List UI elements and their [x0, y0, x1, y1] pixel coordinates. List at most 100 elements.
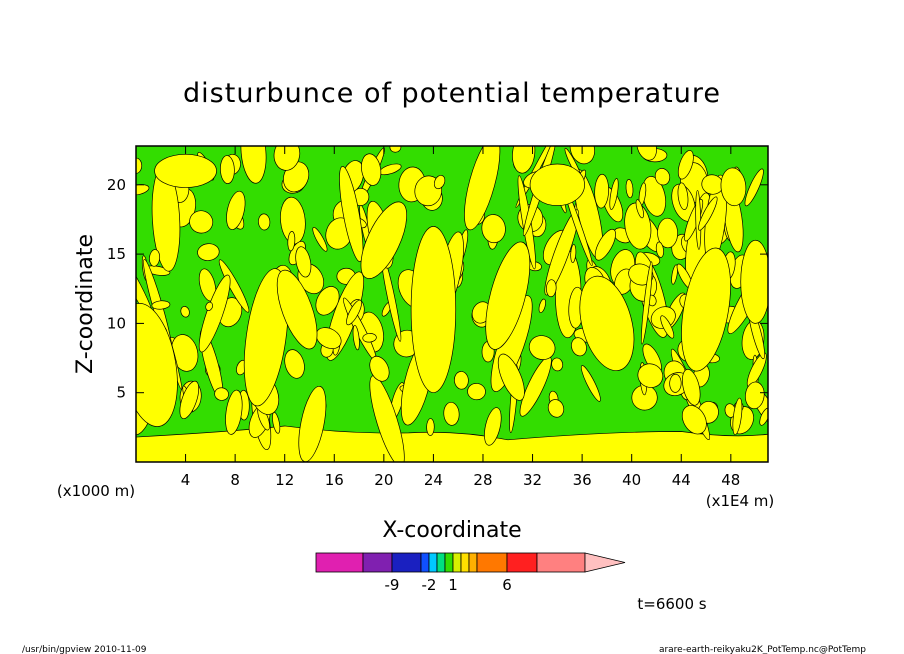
x-tick-label: 12 [275, 471, 294, 489]
anomaly-blob [544, 209, 580, 296]
anomaly-blob [258, 213, 271, 231]
anomaly-plume [529, 163, 585, 206]
anomaly-blob [315, 286, 340, 316]
y-tick-label: 5 [116, 384, 126, 402]
time-label: t=6600 s [637, 595, 706, 613]
anomaly-blob [759, 407, 768, 426]
anomaly-blob [655, 241, 664, 258]
y-axis: 5 10 15 20 [107, 176, 768, 402]
colorbar-extend-arrow [584, 552, 626, 573]
anomaly-blob [625, 179, 634, 199]
anomaly-blob [546, 279, 557, 298]
anomaly-plume [154, 153, 217, 188]
anomaly-blob [179, 380, 200, 420]
anomaly-blob [272, 412, 281, 434]
plot-frame [135, 145, 769, 463]
anomaly-blob [346, 299, 362, 326]
anomaly-plume [276, 269, 318, 350]
x-tick-label: 48 [721, 471, 740, 489]
anomaly-blob [312, 226, 328, 252]
x-axis: 4 8 12 16 20 24 28 32 36 40 44 48 [181, 146, 740, 489]
anomaly-blob [151, 300, 171, 310]
anomaly-blob [295, 246, 312, 278]
anomaly-blob [635, 199, 644, 219]
anomaly-blob [484, 407, 502, 446]
chart-title: disturbunce of potential temperature [183, 78, 721, 109]
footer-right: arare-earth-reikyaku2K_PotTemp.nc@PotTem… [659, 645, 866, 654]
x-tick-label: 20 [374, 471, 393, 489]
anomaly-blob [671, 264, 678, 285]
anomaly-blob [547, 399, 565, 418]
anomaly-blob [528, 335, 556, 360]
anomaly-blob [218, 259, 250, 313]
anomaly-blob [580, 365, 601, 402]
anomaly-plume [136, 303, 178, 427]
positive-anomaly-regions [136, 146, 768, 462]
colorbar-tick-label: 6 [502, 576, 512, 594]
anomaly-blob [240, 146, 267, 184]
anomaly-blob [352, 324, 360, 351]
anomaly-blob [280, 196, 306, 245]
colorbar-swatch [428, 552, 438, 573]
x-tick-label: 44 [672, 471, 691, 489]
anomaly-blob [443, 401, 460, 426]
colorbar-swatch [436, 552, 446, 573]
anomaly-blob [594, 173, 609, 209]
anomaly-blob [481, 214, 506, 244]
anomaly-plume [740, 239, 768, 324]
anomaly-plume [410, 226, 457, 394]
anomaly-plume [485, 241, 531, 350]
x-tick-label: 4 [181, 471, 191, 489]
anomaly-blob [220, 155, 235, 184]
x-tick-label: 24 [424, 471, 443, 489]
y-tick-label: 20 [107, 176, 126, 194]
anomaly-blob [226, 190, 246, 230]
anomaly-blob [677, 150, 694, 180]
colorbar-swatch [506, 552, 538, 573]
y-unit-note: (x1000 m) [57, 482, 135, 500]
anomaly-blob [362, 333, 377, 343]
colorbar-swatch [362, 552, 393, 573]
anomaly-blob [624, 202, 652, 250]
anomaly-blob [198, 274, 231, 353]
anomaly-blob [180, 306, 190, 318]
colorbar-swatch [391, 552, 422, 573]
colorbar [315, 552, 626, 573]
colorbar-swatch [444, 552, 454, 573]
anomaly-blob [677, 182, 689, 211]
anomaly-blob [197, 243, 220, 261]
x-tick-label: 36 [573, 471, 592, 489]
colorbar-tick-label: -9 [385, 576, 400, 594]
colorbar-swatch [315, 552, 364, 573]
x-tick-label: 16 [325, 471, 344, 489]
anomaly-blob [284, 349, 305, 379]
colorbar-tick-label: -2 [422, 576, 437, 594]
anomaly-plume [243, 268, 289, 407]
anomaly-blob [640, 261, 653, 345]
anomaly-plume [681, 247, 731, 372]
anomaly-blob [654, 168, 671, 186]
x-tick-label: 32 [523, 471, 542, 489]
anomaly-blob [339, 165, 364, 262]
colorbar-swatch [536, 552, 586, 573]
colorbar-swatch [460, 552, 470, 573]
anomaly-blob [744, 381, 765, 410]
colorbar-swatch [452, 552, 462, 573]
anomaly-blob [361, 153, 382, 186]
colorbar-swatch [468, 552, 478, 573]
anomaly-blob [594, 228, 616, 261]
x-tick-label: 8 [230, 471, 240, 489]
anomaly-blob [369, 355, 390, 382]
x-tick-label: 28 [473, 471, 492, 489]
anomaly-blob [497, 353, 525, 401]
anomaly-blob [682, 368, 701, 406]
anomaly-blob [454, 371, 469, 390]
anomaly-blob [464, 146, 501, 231]
y-tick-label: 10 [107, 314, 126, 332]
anomaly-blob [538, 298, 546, 314]
anomaly-blob [570, 244, 577, 263]
anomaly-blob [669, 373, 682, 393]
colorbar-tick-label: 1 [448, 576, 458, 594]
anomaly-blob [744, 168, 764, 207]
